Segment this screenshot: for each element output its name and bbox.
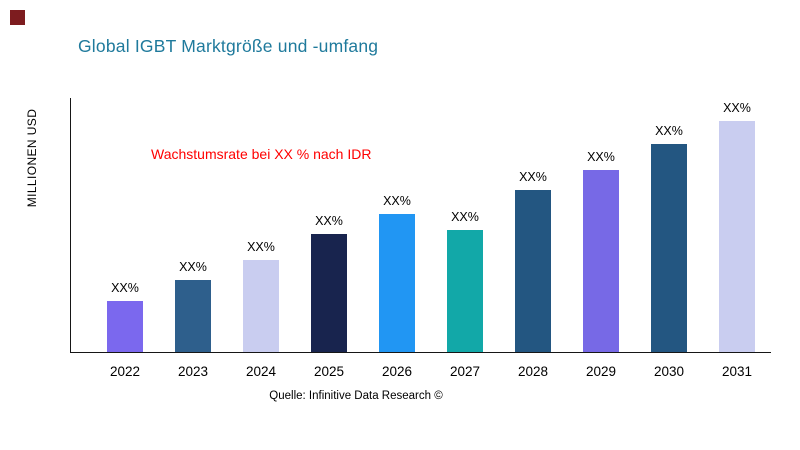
x-tick-2024: 2024 xyxy=(245,364,277,379)
bar-2028 xyxy=(515,190,551,352)
bar-2030 xyxy=(651,144,687,352)
x-tick-2031: 2031 xyxy=(721,364,753,379)
bar-value-label: XX% xyxy=(247,239,275,254)
bar-group-2022: XX% 2022 xyxy=(91,281,159,379)
bar-value-label: XX% xyxy=(451,209,479,224)
bar-group-2023: XX% 2023 xyxy=(159,260,227,379)
x-tick-2029: 2029 xyxy=(585,364,617,379)
bar-value-label: XX% xyxy=(519,170,547,185)
bar-value-label: XX% xyxy=(111,281,139,296)
bar-group-2031: XX% 2031 xyxy=(703,101,771,379)
bar-group-2029: XX% 2029 xyxy=(567,149,635,379)
x-tick-2026: 2026 xyxy=(381,364,413,379)
x-tick-2028: 2028 xyxy=(517,364,549,379)
brand-corner-square xyxy=(10,10,25,25)
bar-2029 xyxy=(583,169,619,352)
bar-2026 xyxy=(379,213,415,352)
bar-group-2030: XX% 2030 xyxy=(635,124,703,379)
bar-group-2028: XX% 2028 xyxy=(499,170,567,379)
x-tick-2025: 2025 xyxy=(313,364,345,379)
bar-2025 xyxy=(311,234,347,352)
bar-group-2025: XX% 2025 xyxy=(295,214,363,379)
bar-2027 xyxy=(447,229,483,352)
bar-2031 xyxy=(719,121,755,352)
bar-2022 xyxy=(107,301,143,352)
x-tick-2023: 2023 xyxy=(177,364,209,379)
bar-value-label: XX% xyxy=(655,124,683,139)
source-attribution: Quelle: Infinitive Data Research © xyxy=(269,390,443,402)
bar-value-label: XX% xyxy=(723,101,751,116)
bar-group-2026: XX% 2026 xyxy=(363,193,431,379)
plot-area: Wachstumsrate bei XX % nach IDR XX% 2022 X… xyxy=(70,98,771,379)
bar-group-2024: XX% 2024 xyxy=(227,239,295,379)
bar-value-label: XX% xyxy=(315,214,343,229)
bar-value-label: XX% xyxy=(383,193,411,208)
bars-container: XX% 2022 XX% 2023 XX% 2024 XX% 2025 XX% 2026 XX% 20… xyxy=(91,98,771,379)
bar-value-label: XX% xyxy=(179,260,207,275)
x-tick-2022: 2022 xyxy=(109,364,141,379)
bar-2023 xyxy=(175,280,211,352)
growth-rate-annotation: Wachstumsrate bei XX % nach IDR xyxy=(151,146,372,162)
x-tick-2027: 2027 xyxy=(449,364,481,379)
chart-title: Global IGBT Marktgröße und -umfang xyxy=(78,36,379,56)
y-axis-label: MILLIONEN USD xyxy=(25,108,39,208)
bar-value-label: XX% xyxy=(587,149,615,164)
bar-group-2027: XX% 2027 xyxy=(431,209,499,379)
x-tick-2030: 2030 xyxy=(653,364,685,379)
bar-2024 xyxy=(243,259,279,352)
